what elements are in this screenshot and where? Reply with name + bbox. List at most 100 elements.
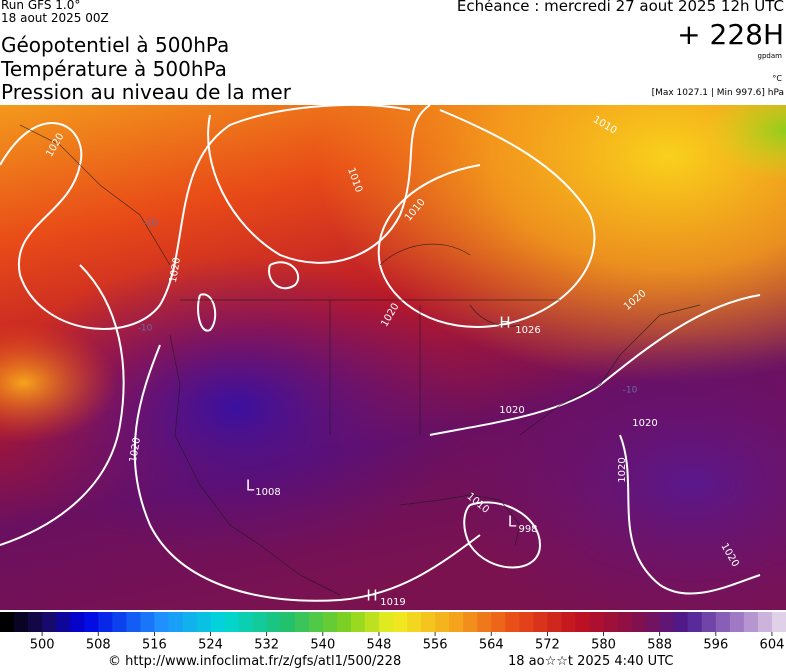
colorbar-swatch <box>56 612 71 632</box>
colorbar-swatch <box>729 612 745 632</box>
colorbar-swatch <box>589 612 605 632</box>
colorbar-swatch <box>421 612 436 632</box>
colorbar-swatch <box>84 612 99 632</box>
pressure-range: [Max 1027.1 | Min 997.6] hPa <box>651 88 784 98</box>
unit: °C <box>772 74 782 83</box>
colorbar-swatch <box>673 612 689 632</box>
colorbar-tick-label: 588 <box>647 638 672 653</box>
colorbar-swatch <box>743 612 759 632</box>
colorbar-tick-label: 508 <box>86 638 111 653</box>
colorbar-swatch <box>42 612 57 632</box>
colorbar: 500 508 516 524 532 540 548 556 564 572 580 588 596 6… <box>0 612 786 653</box>
colorbar-tick-label: 564 <box>479 638 504 653</box>
pressure-label: 1019 <box>380 597 405 608</box>
colorbar-swatch <box>280 612 296 632</box>
colorbar-tick-label: 596 <box>703 638 728 653</box>
pressure-label: H <box>366 587 377 605</box>
colorbar-swatch <box>238 612 254 632</box>
colorbar-swatch <box>603 612 619 632</box>
colorbar-swatch <box>336 612 352 632</box>
colorbar-tick-label: 516 <box>142 638 167 653</box>
colorbar-swatch <box>645 612 661 632</box>
colorbar-swatch <box>210 612 226 632</box>
colorbar-swatch <box>575 612 590 632</box>
temperature-label: -10 <box>138 324 153 334</box>
colorbar-swatch <box>491 612 506 632</box>
colorbar-swatch <box>252 612 268 632</box>
colorbar-swatch <box>477 612 492 632</box>
colorbar-swatch <box>350 612 366 632</box>
colorbar-swatch <box>154 612 169 632</box>
source: © http://www.infoclimat.fr/z/gfs/atl1/50… <box>108 654 402 669</box>
colorbar-swatch <box>196 612 212 632</box>
colorbar-swatch <box>505 612 520 632</box>
colorbar-swatch <box>0 612 15 632</box>
colorbar-swatch <box>561 612 576 632</box>
colorbar-swatch <box>266 612 282 632</box>
colorbar-swatch <box>14 612 29 632</box>
colorbar-swatch <box>224 612 240 632</box>
colorbar-tick-label: 540 <box>310 638 335 653</box>
colorbar-swatch <box>701 612 717 632</box>
pressure-label: H <box>499 314 510 332</box>
temperature-label: -10 <box>143 219 158 229</box>
pressure-label: L <box>246 477 255 495</box>
title: Géopotentiel à 500hPa <box>1 33 230 57</box>
title: Température à 500hPa <box>1 57 227 81</box>
colorbar-swatch <box>631 612 647 632</box>
colorbar-swatch <box>659 612 675 632</box>
colorbar-tick-label: 572 <box>535 638 560 653</box>
colorbar-swatch <box>463 612 478 632</box>
title: Pression au niveau de la mer <box>1 80 291 104</box>
colorbar-swatch <box>449 612 464 632</box>
colorbar-tick-label: 548 <box>367 638 392 653</box>
map: 1020102010101010101010201020102010201020… <box>0 105 786 610</box>
colorbar-swatch <box>378 612 394 632</box>
colorbar-swatch <box>771 612 786 632</box>
colorbar-swatch <box>533 612 548 632</box>
pressure-label: 998 <box>518 524 537 535</box>
pressure-label: 1008 <box>255 487 280 498</box>
pressure-label: 1020 <box>617 457 628 482</box>
pressure-label: 1020 <box>168 257 183 284</box>
pressure-label: 1020 <box>128 437 143 464</box>
colorbar-tick-label: 580 <box>591 638 616 653</box>
temperature-label: -10 <box>623 386 638 396</box>
run-date: 18 aout 2025 00Z <box>1 11 109 25</box>
colorbar-swatch <box>364 612 380 632</box>
lead-time: + 228H <box>677 18 784 51</box>
colorbar-swatch <box>617 612 633 632</box>
colorbar-swatch <box>182 612 197 632</box>
colorbar-tick-label: 556 <box>423 638 448 653</box>
colorbar-tick-label: 532 <box>254 638 279 653</box>
pressure-label: L <box>508 513 517 531</box>
colorbar-swatch <box>308 612 324 632</box>
colorbar-swatch <box>70 612 85 632</box>
colorbar-tick-label: 524 <box>198 638 223 653</box>
pressure-label: 1020 <box>632 418 657 429</box>
colorbar-swatch <box>28 612 43 632</box>
colorbar-swatch <box>407 612 422 632</box>
valid-time: Echéance : mercredi 27 aout 2025 12h UTC <box>456 0 784 15</box>
colorbar-swatch <box>757 612 773 632</box>
pressure-label: 1020 <box>499 405 524 416</box>
colorbar-swatch <box>687 612 703 632</box>
colorbar-swatch <box>294 612 310 632</box>
colorbar-swatch <box>112 612 127 632</box>
colorbar-swatch <box>715 612 731 632</box>
colorbar-swatch <box>519 612 534 632</box>
generated: 18 ao☆☆t 2025 4:40 UTC <box>508 654 674 669</box>
colorbar-swatch <box>393 612 408 632</box>
colorbar-swatch <box>98 612 113 632</box>
pressure-label: 1026 <box>515 325 540 336</box>
colorbar-tick-label: 500 <box>30 638 55 653</box>
colorbar-swatch <box>547 612 562 632</box>
colorbar-tick-label: 604 <box>760 638 785 653</box>
unit: gpdam <box>757 52 782 60</box>
colorbar-swatch <box>322 612 338 632</box>
colorbar-swatch <box>435 612 450 632</box>
colorbar-swatch <box>126 612 141 632</box>
colorbar-swatch <box>140 612 155 632</box>
run: Run GFS 1.0° <box>1 0 81 12</box>
